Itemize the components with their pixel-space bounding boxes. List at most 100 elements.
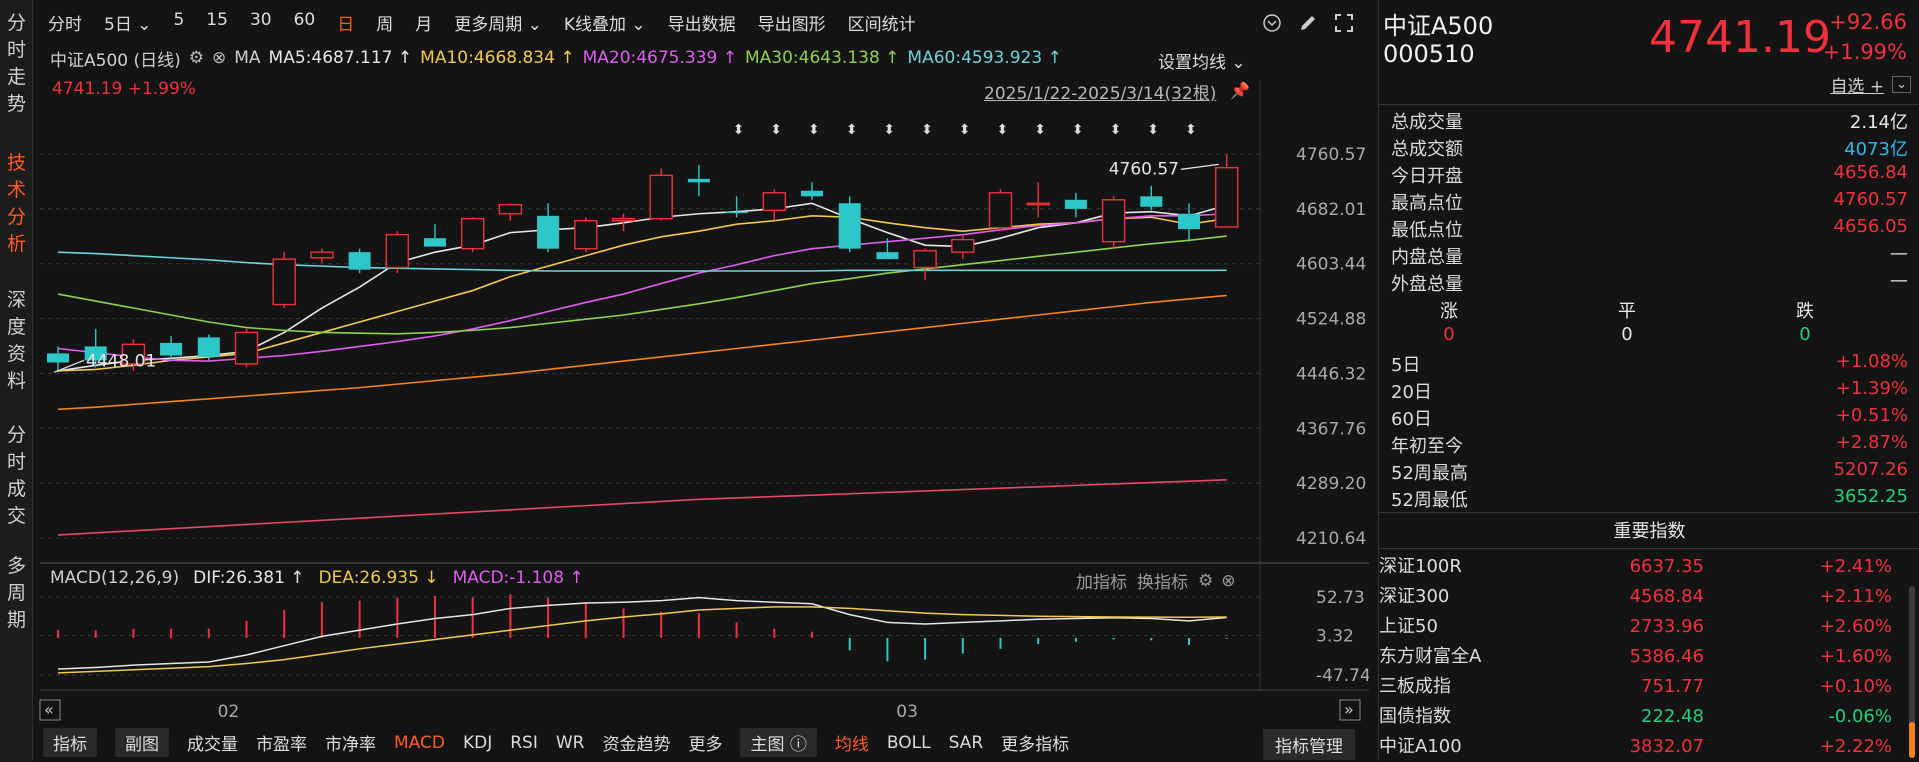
indicator-tab-12[interactable]: 均线 <box>834 735 869 755</box>
index-code: 000510 <box>1383 40 1475 68</box>
candle-body <box>801 190 823 197</box>
pin-icon[interactable]: 📌 <box>1230 81 1250 100</box>
period-tab-7[interactable]: 周 <box>376 15 394 35</box>
stat-label: 今日开盘 <box>1391 166 1463 187</box>
index-row[interactable]: 深证100R 6637.35 +2.41% <box>1379 552 1904 582</box>
period-tab-5[interactable]: 60 <box>293 10 316 30</box>
indicator-tab-4[interactable]: 市净率 <box>325 735 376 755</box>
macd-value-0: DIF:26.381 ↑ <box>193 568 305 588</box>
candle-body <box>1140 196 1163 207</box>
leftnav-char: 时 <box>6 39 26 61</box>
index-value: 6637.35 <box>1629 556 1704 577</box>
stat-row: 外盘总量 — <box>1391 270 1908 297</box>
index-name: 深证100R <box>1379 556 1462 577</box>
leftnav-item-4[interactable]: 多周期 <box>0 553 33 634</box>
macd-y-tick: -47.74 <box>1316 666 1369 686</box>
indicator-tab-6[interactable]: KDJ <box>462 732 493 753</box>
gear-icon[interactable]: ⚙ <box>1198 570 1214 591</box>
close-circle-icon[interactable]: ⊗ <box>1221 570 1236 591</box>
indicator-tab-2[interactable]: 成交量 <box>187 735 238 755</box>
price-change: +92.66 <box>1829 10 1907 34</box>
candle-body <box>1026 202 1050 206</box>
indices-scrollbar-thumb[interactable] <box>1909 722 1915 758</box>
index-name: 中证A100 <box>1379 736 1462 757</box>
leftnav-char: 分 <box>6 12 26 34</box>
indices-scrollbar[interactable] <box>1909 586 1915 758</box>
kline-chart[interactable]: 4760.57 4682.01 4603.44 4524.88 4446.32 4367.… <box>34 0 1369 724</box>
candle-body <box>47 353 69 363</box>
close-circle-icon[interactable]: ⊗ <box>212 48 227 68</box>
indicator-tab-14[interactable]: SAR <box>948 732 984 753</box>
indicator-tab-5[interactable]: MACD <box>394 732 445 753</box>
index-row[interactable]: 东方财富全A 5386.46 +1.60% <box>1379 642 1904 672</box>
stat-value: 2.14亿 <box>1849 112 1908 133</box>
gear-icon[interactable]: ⚙ <box>188 48 204 68</box>
period-tab-11[interactable]: 导出数据 <box>667 15 736 35</box>
scroll-left-icon[interactable]: « <box>44 700 54 719</box>
toolbar-tools <box>1249 10 1357 36</box>
index-row[interactable]: 三板成指 751.77 +0.10% <box>1379 672 1904 702</box>
period-tab-12[interactable]: 导出图形 <box>757 15 826 35</box>
ma-line-3 <box>57 235 1227 335</box>
indicator-tab-0[interactable]: 指标 <box>43 728 97 757</box>
indicator-tab-10[interactable]: 更多 <box>688 735 723 755</box>
period-row: 20日 +1.39% <box>1391 378 1908 405</box>
leftnav-item-0[interactable]: 分时走势 <box>0 10 33 118</box>
annotation-arrow <box>1180 163 1219 170</box>
scroll-right-icon[interactable]: » <box>1344 700 1354 719</box>
candle-body <box>537 215 560 249</box>
add-indicator-button[interactable]: 加指标 <box>1076 573 1127 593</box>
indicator-tab-11[interactable]: 主图 ⓘ <box>740 728 817 757</box>
period-toolbar: 分时 5日 ⌄ 5 15 30 60 日 周 月 更多周期 ⌄ K线叠加 ⌄ 导出数据 导出图形 区间统计 <box>34 0 1369 45</box>
event-marker: ⬍ <box>1185 122 1197 138</box>
range-label[interactable]: 2025/1/22-2025/3/14(32根) <box>984 84 1217 104</box>
leftnav-item-3[interactable]: 分时成交 <box>0 422 33 530</box>
period-tab-2[interactable]: 5 <box>173 10 185 30</box>
set-ma-button[interactable]: 设置均线 ⌄ <box>1158 53 1246 73</box>
indicator-tab-9[interactable]: 资金趋势 <box>602 735 671 755</box>
indicator-tab-7[interactable]: RSI <box>510 732 538 753</box>
period-tab-3[interactable]: 15 <box>206 10 228 30</box>
index-row[interactable]: 上证50 2733.96 +2.60% <box>1379 612 1904 642</box>
candle-body <box>725 211 748 214</box>
down-count: 0 <box>1799 324 1811 345</box>
period-tab-6[interactable]: 日 <box>337 15 355 35</box>
leftnav-char: 资 <box>6 343 26 365</box>
dropdown-circle-icon[interactable] <box>1259 10 1285 36</box>
indicator-tab-13[interactable]: BOLL <box>886 732 931 753</box>
index-pct: +2.41% <box>1819 556 1892 577</box>
index-pct: +0.10% <box>1819 676 1892 697</box>
ma-line-0 <box>57 202 1227 372</box>
period-tab-4[interactable]: 30 <box>249 10 272 30</box>
period-tab-13[interactable]: 区间统计 <box>847 15 916 35</box>
indicator-tab-8[interactable]: WR <box>555 732 585 753</box>
leftnav-item-2[interactable]: 深度资料 <box>0 287 33 395</box>
indicator-tab-3[interactable]: 市盈率 <box>256 735 307 755</box>
add-watchlist-button[interactable]: 自选 + ⌄ <box>1830 72 1911 97</box>
indicator-manage-button[interactable]: 指标管理 <box>1263 729 1355 760</box>
period-tab-8[interactable]: 月 <box>415 15 433 35</box>
chevron-down-icon[interactable]: ⌄ <box>1892 76 1911 93</box>
period-tab-9[interactable]: 更多周期 ⌄ <box>454 15 542 35</box>
leftnav-item-1[interactable]: 技术分析 <box>0 150 33 258</box>
ma-value-2: MA20:4675.339 ↑ <box>582 48 737 68</box>
price-tag: 4741.19 +1.99% <box>52 79 196 99</box>
stat-value: — <box>1890 243 1908 264</box>
indicator-tab-15[interactable]: 更多指标 <box>1001 735 1070 755</box>
candle-body <box>272 258 296 306</box>
leftnav-char: 分 <box>6 206 26 228</box>
fullscreen-icon[interactable] <box>1331 10 1357 36</box>
draw-pen-icon[interactable] <box>1295 10 1321 36</box>
event-marker: ⬍ <box>808 122 820 138</box>
period-tab-1[interactable]: 5日 ⌄ <box>104 15 152 35</box>
switch-indicator-button[interactable]: 换指标 <box>1137 573 1188 593</box>
index-row[interactable]: 国债指数 222.48 -0.06% <box>1379 702 1904 732</box>
period-tab-0[interactable]: 分时 <box>48 15 82 35</box>
indicator-tab-1[interactable]: 副图 <box>115 728 169 757</box>
index-row[interactable]: 中证A100 3832.07 +2.22% <box>1379 732 1904 762</box>
index-row[interactable]: 深证300 4568.84 +2.11% <box>1379 582 1904 612</box>
up-count: 0 <box>1443 324 1455 345</box>
period-value: +0.51% <box>1835 405 1908 426</box>
period-tab-10[interactable]: K线叠加 ⌄ <box>563 15 646 35</box>
chart-title: 中证A500 (日线) <box>50 50 181 71</box>
